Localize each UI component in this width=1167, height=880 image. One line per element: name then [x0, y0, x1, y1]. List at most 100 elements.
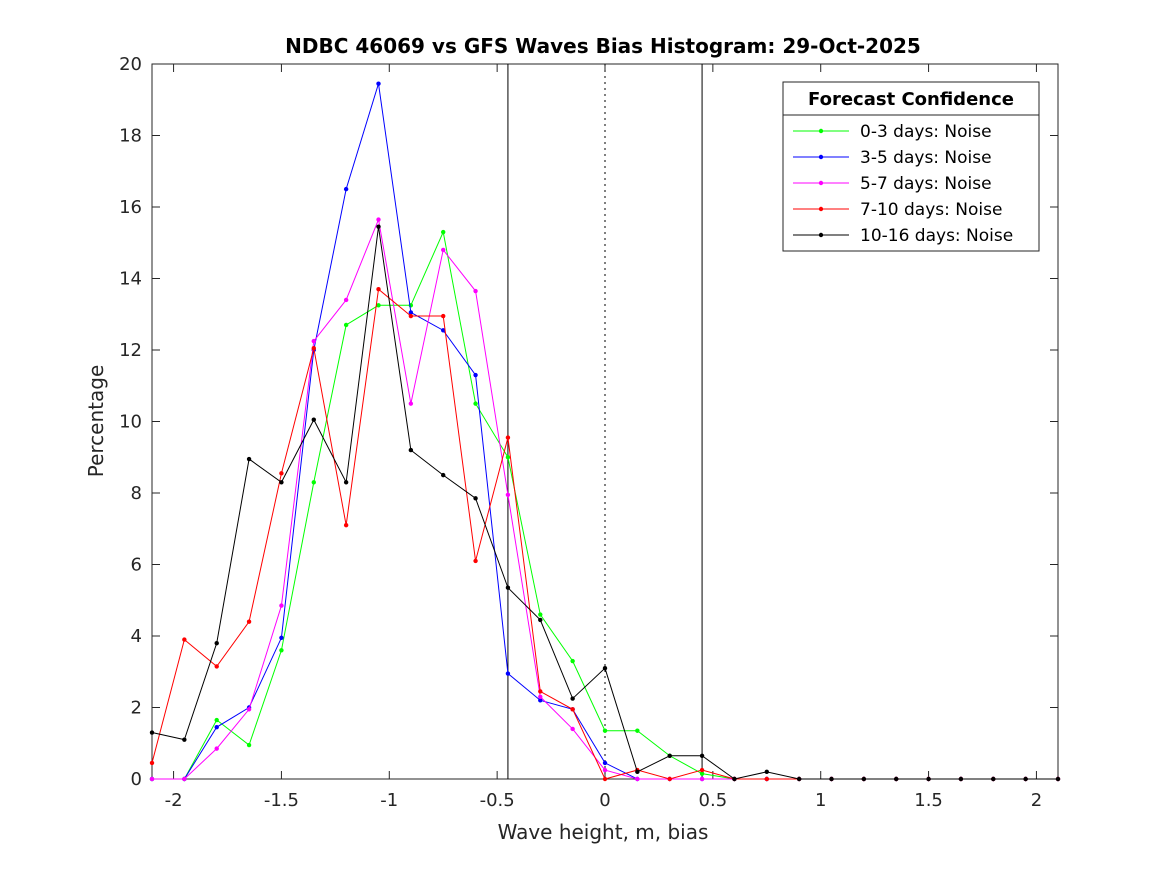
y-tick-label: 14: [119, 269, 142, 290]
data-point-series-3: [149, 760, 155, 766]
data-point-series-0: [246, 742, 252, 748]
y-tick-label: 4: [131, 626, 142, 647]
data-point-series-4: [182, 737, 187, 742]
data-point-series-2: [214, 746, 219, 751]
legend: Forecast Confidence 0-3 days: Noise 3-5 da…: [782, 81, 1040, 252]
data-point-series-1: [279, 635, 284, 640]
data-point-series-4: [538, 617, 543, 623]
legend-entry-label: 3-5 days: Noise: [860, 148, 992, 168]
data-point-series-4: [732, 776, 737, 782]
data-point-series-4: [149, 730, 155, 735]
data-point-series-4: [505, 585, 511, 590]
data-point-series-0: [635, 728, 640, 733]
legend-swatch-marker: [818, 154, 824, 160]
data-point-series-3: [505, 435, 511, 440]
data-point-series-2: [505, 492, 511, 497]
data-point-series-4: [861, 776, 867, 782]
data-point-series-4: [1055, 776, 1061, 782]
data-point-series-4: [279, 480, 284, 485]
legend-title: Forecast Confidence: [808, 89, 1014, 110]
y-tick-label: 2: [131, 698, 142, 719]
data-point-series-4: [570, 696, 575, 701]
x-tick-label: -2: [165, 790, 183, 811]
data-point-series-4: [764, 769, 769, 775]
data-point-series-2: [182, 776, 187, 782]
data-point-series-3: [441, 313, 446, 319]
legend-entry-label: 0-3 days: Noise: [860, 122, 992, 142]
y-tick-label: 18: [119, 126, 142, 147]
data-point-series-4: [958, 776, 964, 782]
data-point-series-2: [408, 401, 414, 406]
data-point-series-4: [246, 456, 252, 462]
data-point-series-0: [311, 480, 316, 485]
data-point-series-3: [538, 689, 543, 694]
x-tick-label: -1: [380, 790, 398, 811]
legend-entry-label: 10-16 days: Noise: [860, 226, 1013, 246]
y-tick-label: 16: [119, 197, 142, 218]
data-point-series-2: [570, 726, 575, 732]
data-point-series-1: [538, 698, 543, 703]
data-point-series-3: [279, 471, 284, 476]
data-point-series-3: [343, 522, 349, 528]
data-point-series-2: [441, 247, 446, 253]
data-point-series-2: [343, 297, 349, 303]
data-point-series-4: [635, 769, 640, 775]
data-point-series-4: [441, 472, 446, 478]
data-point-series-2: [279, 603, 284, 608]
data-point-series-4: [991, 776, 996, 782]
y-tick-label: 12: [119, 340, 142, 361]
x-tick-label: -1.5: [264, 790, 299, 811]
data-point-series-3: [214, 664, 219, 669]
x-tick-label: 2: [1031, 790, 1042, 811]
data-point-series-3: [473, 558, 478, 564]
legend-entry-label: 7-10 days: Noise: [860, 200, 1002, 220]
data-point-series-4: [894, 776, 899, 782]
data-point-series-4: [214, 640, 219, 646]
data-point-series-3: [182, 637, 187, 642]
data-point-series-4: [926, 776, 931, 782]
legend-entry-label: 5-7 days: Noise: [860, 174, 992, 194]
data-point-series-0: [473, 401, 478, 406]
y-tick-label: 20: [119, 54, 142, 75]
data-point-series-4: [602, 665, 608, 671]
data-point-series-1: [343, 186, 349, 192]
data-point-series-3: [602, 776, 608, 782]
data-point-series-4: [343, 480, 349, 485]
data-point-series-4: [473, 496, 478, 501]
data-point-series-0: [279, 648, 284, 653]
data-point-series-0: [538, 612, 543, 617]
data-point-series-2: [699, 776, 705, 782]
data-point-series-0: [441, 229, 446, 235]
data-point-series-2: [149, 776, 155, 782]
data-point-series-3: [311, 346, 316, 351]
x-tick-label: 0.5: [699, 790, 728, 811]
data-point-series-2: [538, 694, 543, 699]
legend-swatch-marker: [818, 232, 824, 238]
data-point-series-0: [343, 322, 349, 328]
data-point-series-4: [376, 224, 381, 229]
legend-swatch-marker: [818, 128, 824, 134]
data-point-series-3: [246, 619, 252, 624]
y-tick-label: 6: [131, 555, 142, 576]
x-tick-label: -0.5: [480, 790, 515, 811]
data-point-series-4: [796, 776, 802, 782]
data-point-series-3: [376, 287, 381, 292]
data-point-series-0: [570, 658, 575, 664]
data-point-series-0: [214, 717, 219, 723]
data-point-series-2: [473, 288, 478, 294]
data-point-series-4: [311, 417, 316, 422]
data-point-series-2: [602, 767, 608, 773]
data-point-series-0: [699, 771, 705, 776]
legend-swatch-marker: [818, 206, 824, 212]
data-point-series-2: [311, 338, 316, 344]
data-point-series-3: [699, 767, 705, 773]
y-tick-label: 0: [131, 769, 142, 790]
data-point-series-1: [602, 760, 608, 766]
x-tick-label: 1: [815, 790, 826, 811]
y-tick-label: 10: [119, 412, 142, 433]
data-point-series-0: [376, 303, 381, 308]
data-point-series-1: [441, 328, 446, 333]
